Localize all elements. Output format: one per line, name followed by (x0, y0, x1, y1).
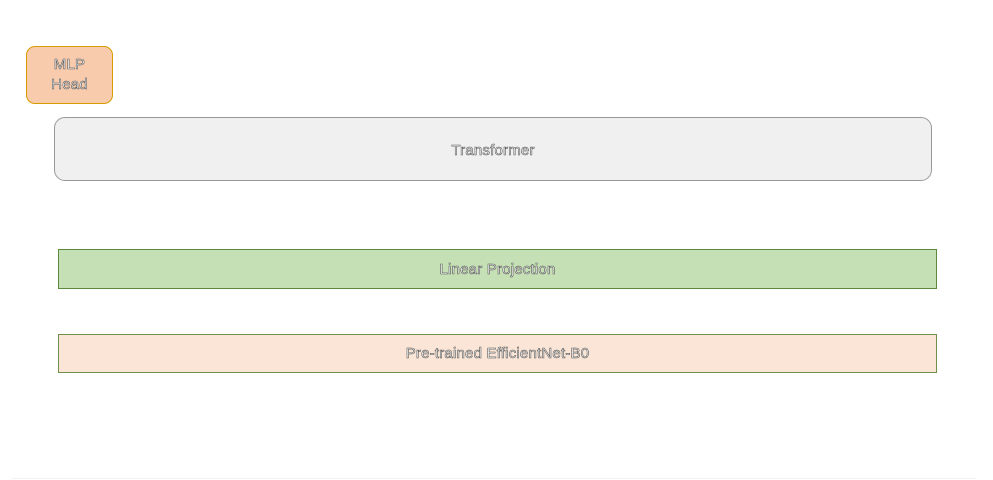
linear-projection-label: Linear Projection (439, 260, 556, 278)
efficientnet-backbone-block: Pre-trained EfficientNet-B0 (58, 334, 937, 373)
mlp-head-block: MLP Head (26, 46, 113, 104)
linear-projection-block: Linear Projection (58, 249, 937, 289)
transformer-block: Transformer (54, 117, 932, 181)
efficientnet-backbone-label: Pre-trained EfficientNet-B0 (405, 345, 590, 363)
bottom-divider (12, 478, 976, 479)
mlp-head-label-line2: Head (51, 76, 88, 94)
mlp-head-label-line1: MLP (53, 56, 86, 74)
transformer-label: Transformer (451, 141, 535, 159)
